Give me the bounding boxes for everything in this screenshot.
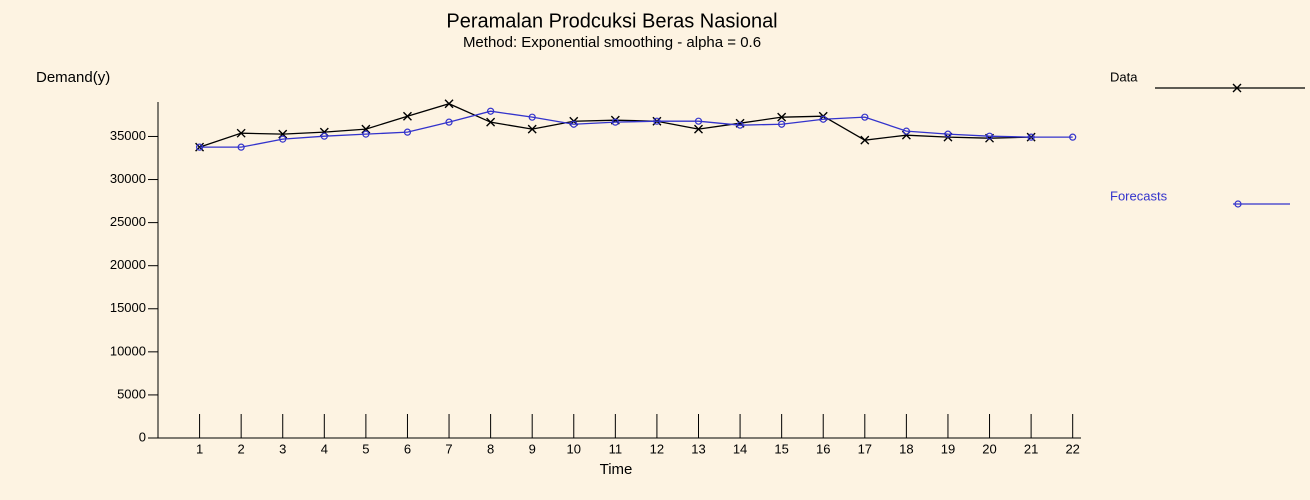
x-tick-label: 12	[650, 441, 664, 456]
x-tick-label: 8	[487, 441, 494, 456]
x-tick-label: 7	[445, 441, 452, 456]
legend-marker	[1234, 200, 1242, 208]
marker	[1069, 133, 1077, 141]
x-tick-label: 1	[196, 441, 203, 456]
chart-title: Peramalan Prodcuksi Beras Nasional	[446, 10, 777, 32]
marker	[195, 143, 204, 151]
marker	[528, 113, 536, 121]
x-tick-label: 16	[816, 441, 830, 456]
x-tick-label: 17	[858, 441, 872, 456]
x-tick-label: 20	[982, 441, 996, 456]
legend-label: Data	[1110, 69, 1138, 84]
marker	[736, 121, 744, 129]
marker	[777, 112, 787, 122]
marker	[778, 120, 786, 128]
marker	[611, 118, 619, 126]
marker	[403, 128, 412, 136]
marker	[653, 117, 661, 125]
x-tick-label: 22	[1065, 441, 1079, 456]
x-tick-label: 21	[1024, 441, 1038, 456]
x-tick-label: 6	[404, 441, 411, 456]
marker	[237, 143, 245, 151]
chart-subtitle: Method: Exponential smoothing - alpha = …	[463, 34, 761, 51]
x-tick-label: 2	[238, 441, 245, 456]
y-tick-label: 0	[139, 429, 146, 444]
marker	[362, 130, 370, 138]
y-tick-label: 35000	[110, 128, 146, 143]
x-tick-label: 19	[941, 441, 955, 456]
marker	[570, 120, 578, 128]
marker	[944, 130, 952, 138]
x-tick-label: 18	[899, 441, 913, 456]
marker	[1027, 133, 1035, 141]
marker	[236, 128, 246, 138]
y-axis-label: Demand(y)	[36, 69, 110, 86]
marker	[402, 111, 412, 121]
x-tick-label: 10	[567, 441, 581, 456]
x-tick-label: 11	[609, 441, 623, 456]
x-tick-label: 14	[733, 441, 747, 456]
y-tick-label: 20000	[110, 257, 146, 272]
y-tick-label: 30000	[110, 171, 146, 186]
series-line	[199, 110, 1073, 148]
marker	[861, 113, 869, 121]
x-tick-label: 9	[529, 441, 536, 456]
y-tick-label: 25000	[110, 214, 146, 229]
marker	[279, 135, 287, 143]
marker	[445, 118, 453, 126]
legend-label: Forecasts	[1110, 188, 1168, 203]
legend-marker	[1232, 83, 1242, 93]
marker	[902, 127, 910, 135]
x-tick-label: 5	[362, 441, 369, 456]
x-tick-label: 13	[691, 441, 705, 456]
x-tick-label: 15	[774, 441, 788, 456]
marker	[486, 117, 496, 127]
marker	[819, 115, 827, 123]
marker	[487, 107, 495, 115]
x-tick-label: 4	[321, 441, 328, 456]
y-tick-label: 5000	[117, 386, 146, 401]
marker	[320, 132, 328, 140]
marker	[527, 124, 537, 134]
x-tick-label: 3	[279, 441, 286, 456]
marker	[985, 132, 994, 140]
marker	[860, 135, 870, 145]
marker	[694, 117, 703, 125]
y-tick-label: 15000	[110, 300, 146, 315]
marker	[444, 99, 454, 109]
y-tick-label: 10000	[110, 343, 146, 358]
x-axis-label: Time	[600, 461, 633, 478]
marker	[694, 124, 703, 134]
